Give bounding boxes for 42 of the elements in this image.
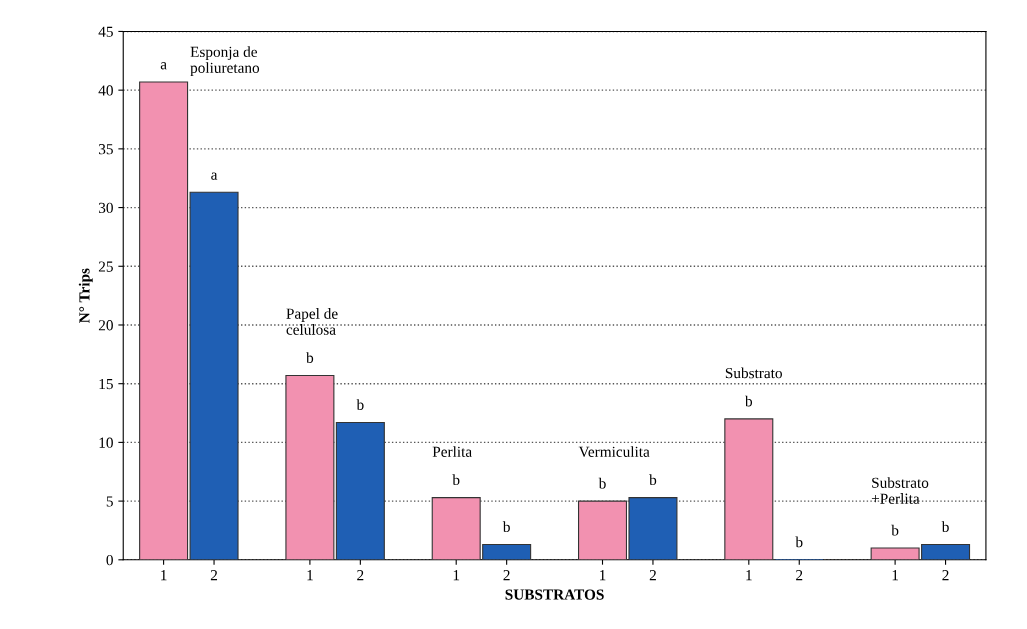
data-label: b (795, 536, 803, 548)
data-label: b (744, 395, 753, 407)
data-label: a (160, 62, 167, 70)
x-tick-label: 2 (210, 570, 218, 581)
data-label: b (452, 474, 460, 486)
data-label: b (598, 477, 606, 489)
y-tick-label: 10 (99, 437, 113, 448)
x-tick-label: 1 (600, 570, 606, 581)
y-tick-label: 40 (98, 85, 113, 96)
x-tick-label: 1 (307, 570, 313, 581)
data-label: b (356, 399, 364, 410)
x-tick-label: 1 (161, 570, 167, 581)
y-tick-label: 30 (98, 202, 113, 214)
x-tick-label: 1 (746, 570, 752, 581)
x-tick-label: 1 (892, 570, 899, 581)
y-tick-label: 0 (106, 554, 113, 566)
y-tick-label: 25 (98, 261, 113, 272)
annotation: Papel de celulosa (286, 308, 338, 335)
data-label: b (502, 521, 510, 533)
y-tick-label: 15 (99, 378, 113, 390)
x-tick-label: 2 (649, 570, 656, 581)
data-label: b (891, 524, 899, 536)
y-tick-label: 35 (98, 144, 113, 155)
x-tick-label: 2 (503, 570, 510, 581)
y-tick-label: 20 (98, 320, 113, 331)
x-axis-title: SUBSTRATOS (505, 589, 604, 600)
x-tick-label: 2 (942, 570, 949, 581)
x-tick-label: 2 (357, 570, 364, 581)
data-label: b (649, 474, 657, 486)
annotation: Esponja de poliuretano (190, 46, 260, 77)
data-label: b (941, 521, 949, 533)
annotation: Vermiculita (578, 446, 650, 457)
y-tick-label: 45 (98, 26, 113, 37)
annotation: Perlita (432, 446, 472, 457)
x-tick-label: 2 (796, 570, 803, 581)
annotation: Substrato (725, 367, 782, 379)
data-label: b (306, 352, 314, 363)
y-axis-title: N° Trips (78, 268, 93, 323)
data-label: a (211, 172, 218, 180)
y-tick-label: 5 (106, 496, 113, 507)
annotation: Substrato +Perlita (871, 477, 929, 504)
x-tick-label: 1 (453, 570, 460, 581)
